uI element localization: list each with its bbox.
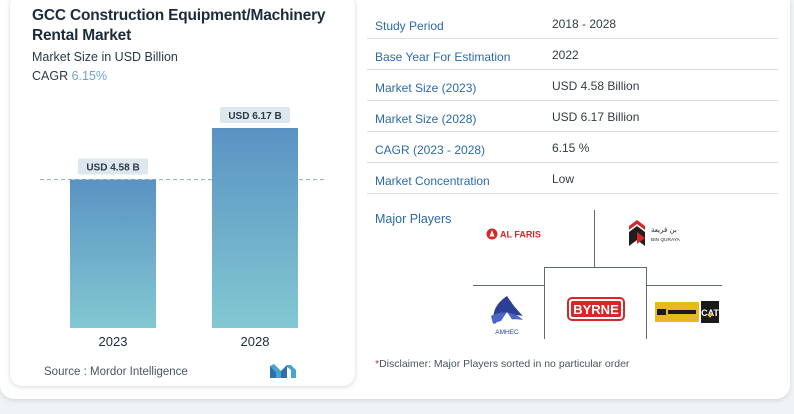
row-value: Low bbox=[552, 172, 575, 186]
major-players-label: Major Players bbox=[375, 212, 452, 226]
byrne-name: BYRNE bbox=[573, 302, 619, 317]
cagr-summary: CAGR 6.15% bbox=[32, 69, 107, 83]
row-key: CAGR (2023 - 2028) bbox=[375, 143, 486, 157]
table-row: Study Period 2018 - 2028 bbox=[367, 8, 778, 39]
row-value: USD 4.58 Billion bbox=[552, 79, 640, 93]
amhec-name: AMHEC bbox=[495, 329, 519, 336]
table-row: CAGR (2023 - 2028) 6.15 % bbox=[367, 132, 778, 163]
data-label: USD 4.58 B bbox=[86, 163, 139, 174]
data-label-bg bbox=[78, 158, 148, 175]
row-value: 2018 - 2028 bbox=[552, 17, 617, 31]
al-faris-logo: AL FARIS bbox=[486, 228, 541, 240]
cagr-label: CAGR bbox=[32, 69, 69, 83]
x-tick-label: 2023 bbox=[99, 334, 128, 349]
report-subtitle: Market Size in USD Billion bbox=[32, 50, 178, 64]
cagr-value: 6.15% bbox=[71, 69, 108, 83]
table-row: Market Size (2023) USD 4.58 Billion bbox=[367, 70, 778, 101]
table-row: Market Size (2028) USD 6.17 Billion bbox=[367, 101, 778, 132]
disclaimer-note: *Disclaimer: Major Players sorted in no … bbox=[375, 358, 629, 370]
row-key: Market Size (2028) bbox=[375, 112, 477, 126]
row-key: Study Period bbox=[375, 19, 444, 33]
source-label: Source : bbox=[44, 366, 87, 378]
row-key: Base Year For Estimation bbox=[375, 50, 511, 64]
bar-chart-svg: USD 4.58 B 2023 USD 6.17 B 2028 bbox=[40, 107, 326, 349]
row-value: 6.15 % bbox=[552, 141, 590, 155]
disclaimer-text: Disclaimer: Major Players sorted in no p… bbox=[379, 358, 630, 370]
divider bbox=[544, 267, 646, 268]
divider bbox=[473, 285, 544, 286]
major-players-grid: AL FARIS بن قريعة BIN QURAYA AMHEC BYRNE… bbox=[472, 208, 724, 346]
row-key: Market Size (2023) bbox=[375, 81, 477, 95]
byrne-logo: BYRNE bbox=[567, 297, 625, 321]
cat-dealer-logo: CAT bbox=[653, 300, 721, 324]
bar-2023 bbox=[70, 179, 156, 328]
source-note: Source : Mordor Intelligence bbox=[44, 366, 188, 378]
disclaimer-star: * bbox=[375, 358, 380, 370]
row-value: 2022 bbox=[552, 48, 579, 62]
mordor-intelligence-logo bbox=[270, 364, 296, 378]
al-faris-name: AL FARIS bbox=[500, 230, 541, 240]
bin-quraya-name: BIN QURAYA bbox=[651, 237, 681, 243]
market-snapshot-table: Study Period 2018 - 2028 Base Year For E… bbox=[367, 8, 778, 194]
source-value: Mordor Intelligence bbox=[90, 366, 188, 378]
divider bbox=[544, 267, 545, 339]
svg-text:بن قريعة: بن قريعة bbox=[651, 226, 677, 234]
bar-2028 bbox=[212, 128, 298, 328]
report-title: GCC Construction Equipment/Machinery Ren… bbox=[32, 7, 326, 44]
cat-name: CAT bbox=[701, 308, 719, 318]
row-key: Market Concentration bbox=[375, 174, 490, 188]
row-value: USD 6.17 Billion bbox=[552, 110, 640, 124]
x-tick-label: 2028 bbox=[241, 334, 270, 349]
bin-quraya-logo: بن قريعة BIN QURAYA bbox=[629, 220, 681, 246]
amhec-logo: AMHEC bbox=[491, 296, 523, 336]
table-row: Market Concentration Low bbox=[367, 163, 778, 194]
divider bbox=[594, 210, 595, 268]
market-size-chart: USD 4.58 B 2023 USD 6.17 B 2028 bbox=[20, 96, 340, 358]
table-row: Base Year For Estimation 2022 bbox=[367, 39, 778, 70]
data-label-bg bbox=[220, 107, 290, 123]
data-label: USD 6.17 B bbox=[228, 111, 281, 122]
divider bbox=[646, 267, 647, 339]
divider bbox=[646, 285, 722, 286]
